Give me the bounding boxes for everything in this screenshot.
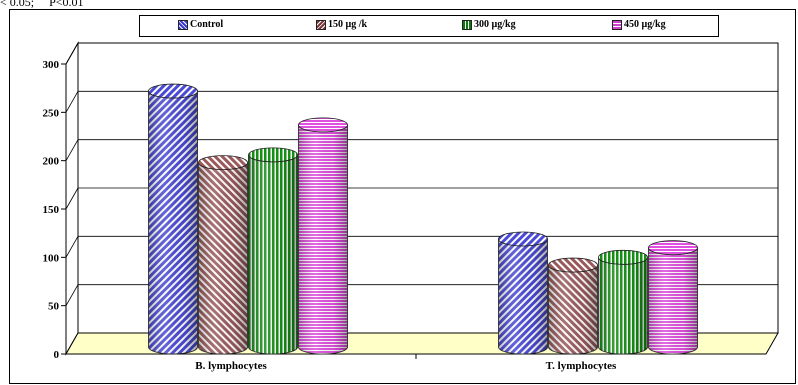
bar-shading (598, 257, 648, 354)
legend-item-450: 450 µg/kg (612, 19, 666, 30)
gridline-side (65, 236, 79, 258)
bar-top (598, 249, 648, 265)
gridline-side (65, 284, 79, 306)
y-tick-label: 0 (54, 349, 60, 361)
bar-top (198, 155, 248, 171)
bar-shading (198, 162, 248, 354)
legend-label-300: 300 µg/kg (474, 19, 516, 30)
x-tick-label: T. lymphocytes (546, 360, 617, 372)
legend-label-150: 150 µg /k (328, 19, 368, 30)
legend-label-450: 450 µg/kg (624, 19, 666, 30)
y-tick-label: 250 (43, 107, 60, 119)
legend-item-control: Control (178, 19, 223, 30)
bar-top (298, 117, 348, 133)
bar-top (498, 231, 548, 247)
bar-top (248, 147, 298, 163)
legend-item-150: 150 µg /k (316, 19, 367, 30)
bar-shading (648, 247, 698, 354)
y-tick-label: 50 (48, 301, 60, 313)
legend-label-control: Control (190, 19, 224, 30)
gridline-side (65, 187, 79, 210)
significance-note: < 0.05; P<0.01 (0, 0, 84, 9)
bar-shading (248, 154, 298, 354)
y-tick-label: 300 (43, 59, 60, 71)
bar-shading (148, 91, 198, 354)
bar-shading (498, 238, 548, 354)
legend-swatch-300 (462, 19, 472, 30)
bar-top (548, 257, 598, 273)
bar-shading (298, 124, 348, 355)
legend-swatch-control (178, 19, 188, 30)
y-tick-label: 200 (43, 156, 60, 168)
x-tick-label: B. lymphocytes (195, 360, 267, 372)
chart-area (9, 9, 796, 384)
gridline-side (65, 139, 79, 161)
y-tick-label: 100 (43, 252, 60, 264)
y-tick-label: 150 (43, 204, 60, 216)
bar-shading (548, 265, 598, 354)
legend-swatch-450 (612, 19, 622, 30)
bar-top (648, 240, 698, 256)
legend-item-300: 300 µg/kg (462, 19, 516, 30)
gridline-side (65, 91, 79, 113)
legend-swatch-150 (316, 19, 326, 30)
bar-top (148, 83, 198, 99)
legend: Control 150 µg /k 300 µg/kg 450 µg/kg (139, 15, 719, 37)
